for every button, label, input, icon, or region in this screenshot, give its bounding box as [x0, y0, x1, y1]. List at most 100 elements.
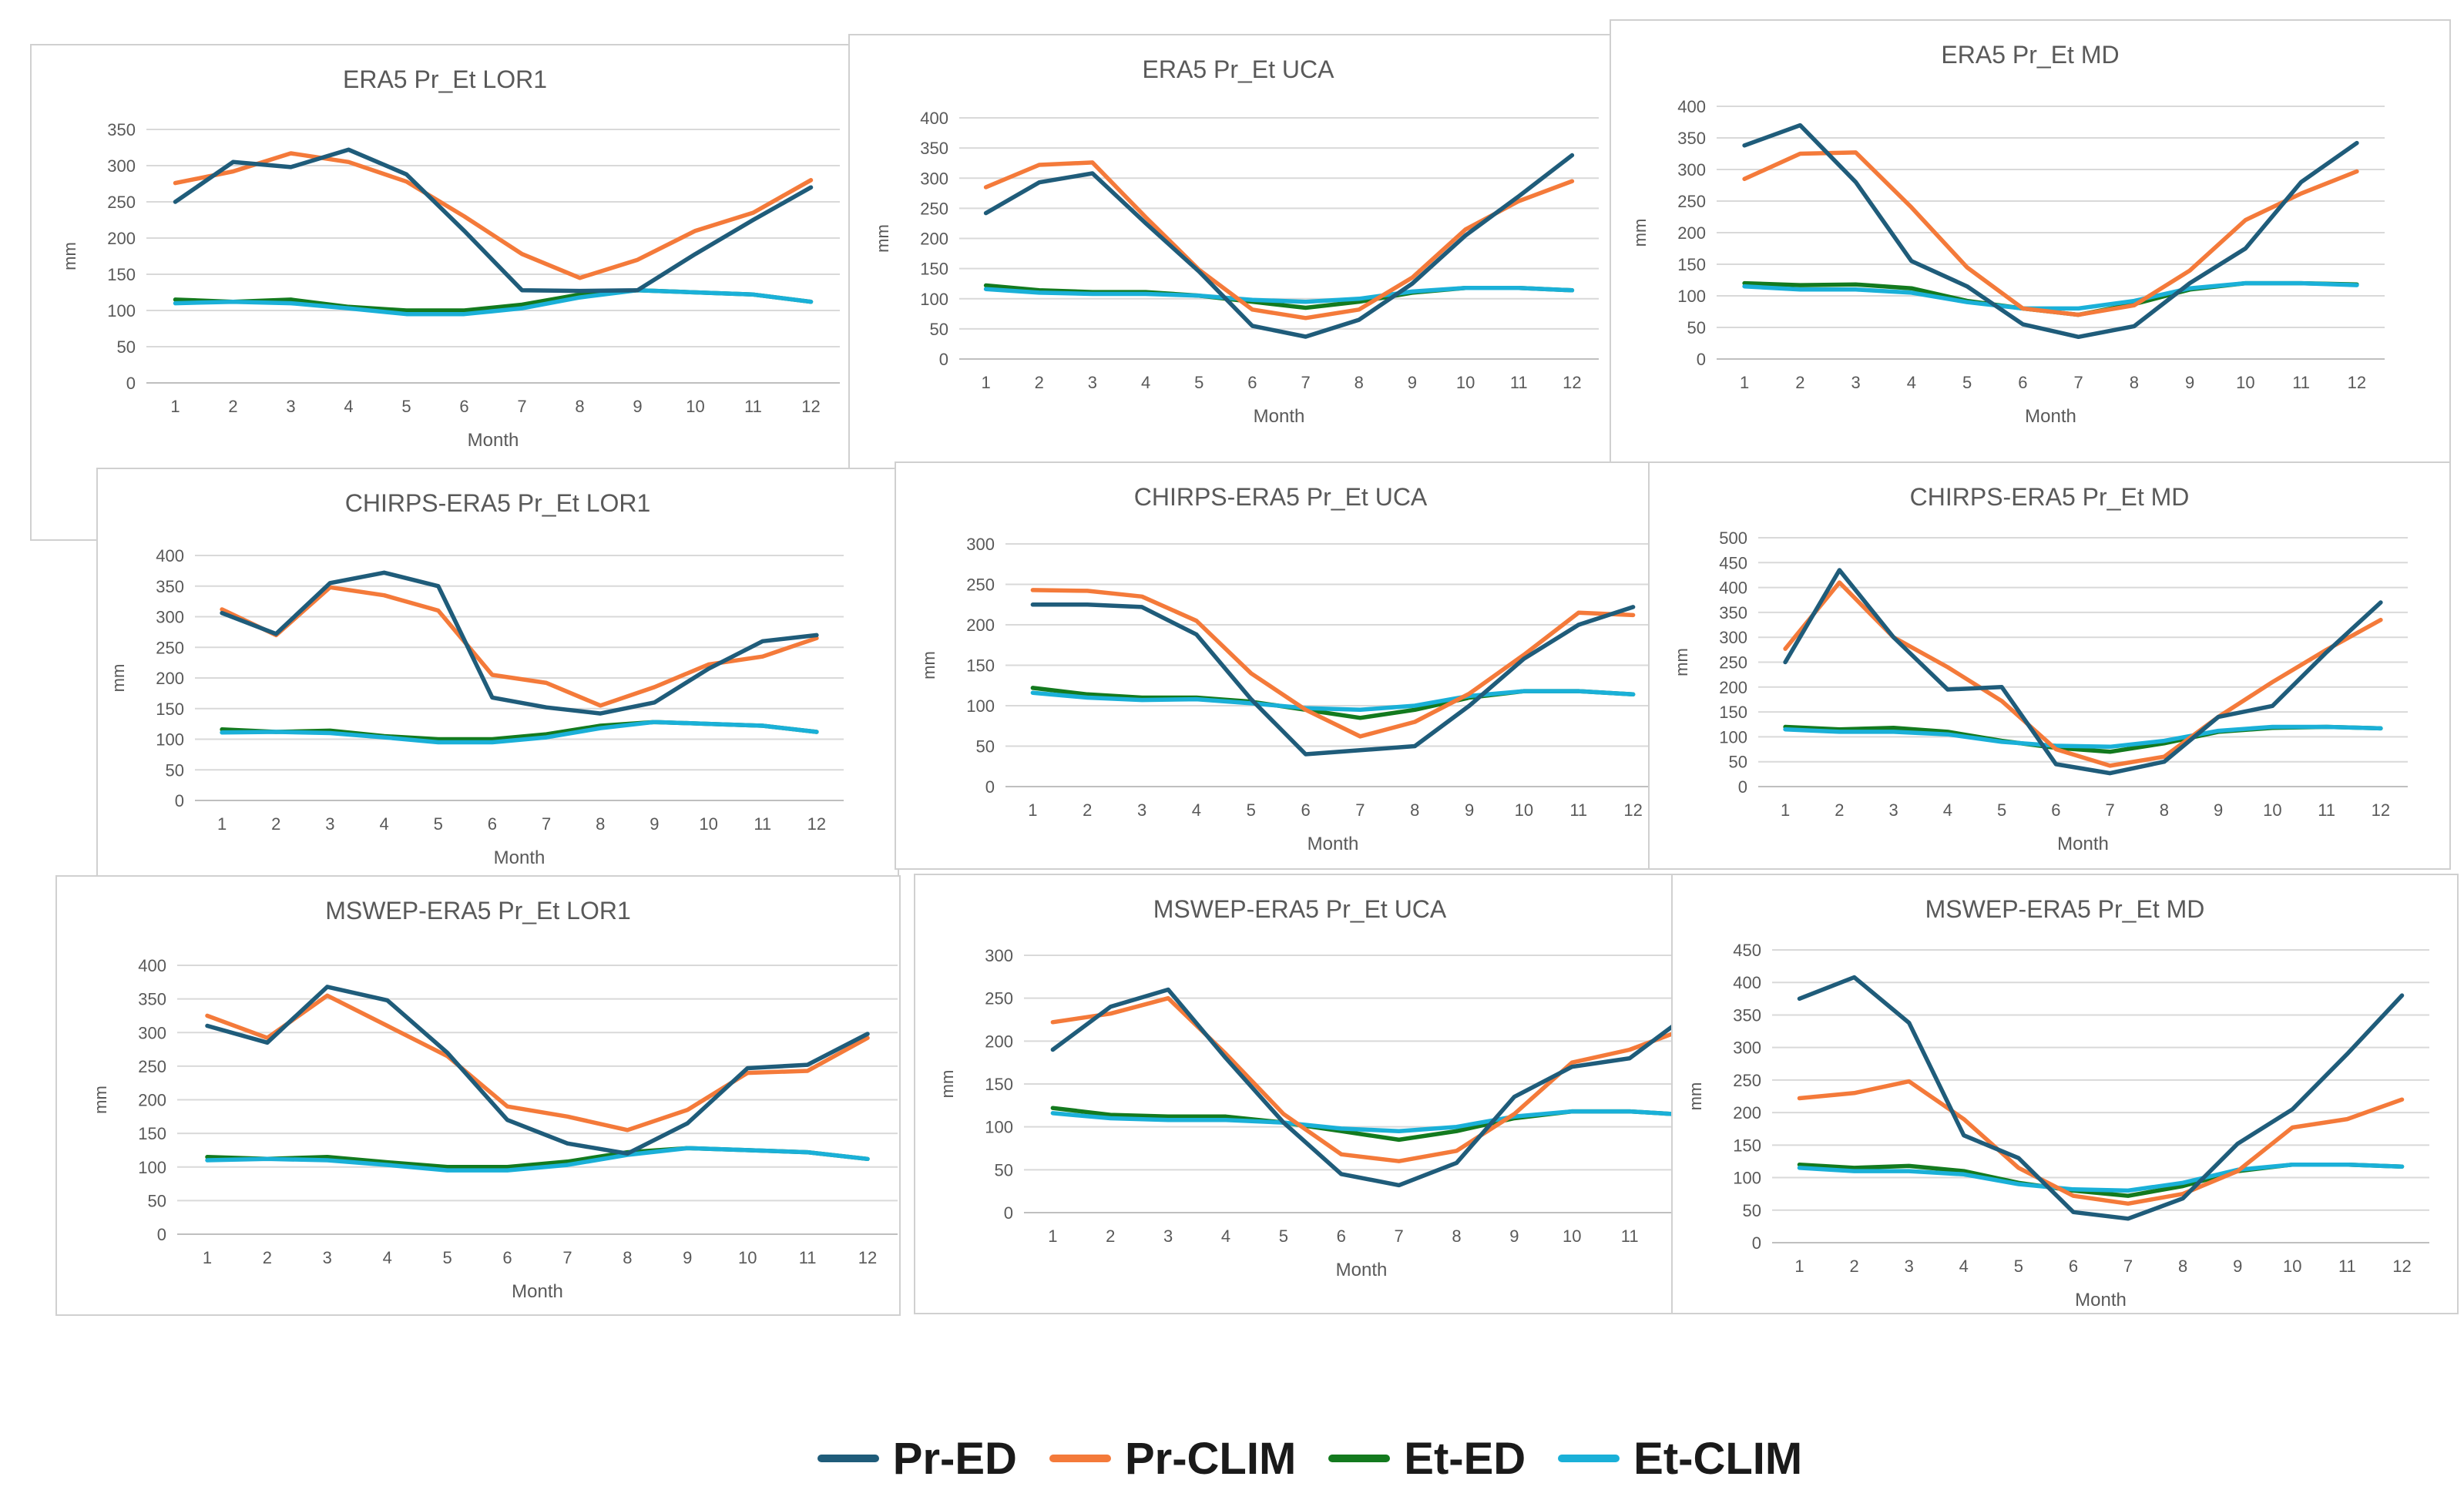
y-tick-label: 150: [985, 1075, 1013, 1094]
y-tick-label: 200: [107, 229, 136, 248]
chart-title: ERA5 Pr_Et LOR1: [343, 65, 547, 93]
series-line-pr-clim: [205, 993, 870, 1133]
y-tick-label: 100: [107, 301, 136, 320]
y-tick-label: 0: [1738, 777, 1747, 797]
x-tick-label: 4: [1141, 373, 1150, 392]
x-axis-title: Month: [2075, 1290, 2127, 1310]
series-line-pr-ed: [1742, 122, 2359, 340]
x-tick-label: 3: [286, 397, 295, 416]
x-axis-title: Month: [2025, 406, 2076, 427]
x-tick-label: 8: [596, 814, 605, 834]
x-tick-label: 9: [2233, 1257, 2242, 1276]
x-tick-label: 4: [379, 814, 388, 834]
y-tick-label: 400: [1677, 97, 1706, 116]
y-tick-label: 400: [138, 956, 166, 975]
x-tick-label: 8: [623, 1248, 632, 1267]
y-tick-label: 300: [1677, 160, 1706, 180]
y-tick-label: 350: [1677, 129, 1706, 148]
y-tick-label: 200: [1719, 678, 1747, 697]
series-line-pr-ed: [205, 985, 870, 1156]
x-tick-label: 6: [2069, 1257, 2078, 1276]
x-tick-label: 3: [1088, 373, 1097, 392]
x-tick-label: 3: [325, 814, 334, 834]
legend-label-et-clim: Et-CLIM: [1633, 1433, 1803, 1484]
x-tick-label: 12: [858, 1248, 877, 1267]
x-tick-label: 7: [2123, 1257, 2133, 1276]
x-tick-label: 12: [807, 814, 826, 834]
y-tick-label: 100: [138, 1158, 166, 1177]
y-tick-label: 150: [920, 260, 948, 279]
series-line-pr-ed: [220, 570, 819, 716]
x-tick-label: 10: [738, 1248, 757, 1267]
y-tick-label: 200: [966, 616, 995, 635]
x-tick-label: 5: [1279, 1227, 1288, 1246]
x-tick-label: 8: [575, 397, 584, 416]
series-line-pr-clim: [1742, 150, 2359, 317]
x-tick-label: 5: [443, 1248, 452, 1267]
y-tick-label: 150: [1719, 703, 1747, 722]
x-tick-label: 1: [1048, 1227, 1057, 1246]
y-tick-label: 200: [985, 1032, 1013, 1051]
y-tick-label: 100: [985, 1118, 1013, 1137]
x-tick-label: 7: [517, 397, 526, 416]
y-tick-label: 350: [1719, 603, 1747, 622]
x-tick-label: 1: [1781, 800, 1790, 820]
x-tick-label: 11: [2292, 373, 2310, 392]
series-line-pr-ed: [983, 153, 1575, 339]
y-axis-title: mm: [109, 664, 128, 693]
y-tick-label: 250: [966, 576, 995, 595]
x-tick-label: 10: [1515, 800, 1533, 820]
series-line-et-clim: [983, 285, 1575, 304]
x-tick-label: 2: [1835, 800, 1844, 820]
y-tick-label: 200: [920, 230, 948, 249]
y-axis-title: mm: [60, 242, 79, 270]
series-line-pr-ed: [1030, 602, 1636, 757]
y-tick-label: 250: [156, 638, 184, 657]
x-tick-label: 12: [2392, 1257, 2411, 1276]
y-tick-label: 200: [138, 1091, 166, 1110]
y-tick-label: 200: [1733, 1103, 1761, 1122]
x-tick-label: 5: [2014, 1257, 2023, 1276]
y-tick-label: 350: [920, 139, 948, 158]
x-tick-label: 6: [1301, 800, 1310, 820]
series-line-pr-ed: [173, 147, 814, 294]
chart-title: CHIRPS-ERA5 Pr_Et UCA: [1134, 483, 1428, 511]
chart-panel-chirps-md: CHIRPS-ERA5 Pr_Et MD05010015020025030035…: [1648, 461, 2451, 870]
y-tick-label: 150: [1733, 1136, 1761, 1155]
chart-title: MSWEP-ERA5 Pr_Et UCA: [1153, 895, 1447, 923]
y-tick-label: 50: [148, 1191, 166, 1210]
x-tick-label: 11: [1510, 373, 1528, 392]
chart-frame: [1610, 19, 2451, 478]
x-tick-label: 6: [2051, 800, 2060, 820]
legend-item-pr-ed: Pr-ED: [817, 1433, 1017, 1485]
y-tick-label: 50: [166, 760, 184, 780]
legend-label-pr-clim: Pr-CLIM: [1124, 1433, 1297, 1484]
y-tick-label: 300: [156, 608, 184, 627]
y-tick-label: 0: [175, 791, 184, 810]
y-tick-label: 300: [985, 946, 1013, 965]
y-tick-label: 150: [107, 265, 136, 284]
series-line-et-clim: [1050, 1109, 1690, 1133]
series-line-pr-ed: [1783, 568, 2383, 776]
x-tick-label: 8: [2178, 1257, 2187, 1276]
x-tick-label: 11: [2318, 800, 2335, 820]
y-tick-label: 300: [138, 1023, 166, 1042]
x-tick-label: 3: [1137, 800, 1146, 820]
x-tick-label: 9: [633, 397, 642, 416]
x-tick-label: 3: [1851, 373, 1861, 392]
series-line-pr-clim: [1030, 588, 1636, 739]
legend-swatch-pr-ed: [817, 1455, 879, 1462]
x-tick-label: 3: [1889, 800, 1898, 820]
y-tick-label: 250: [138, 1057, 166, 1076]
legend-label-et-ed: Et-ED: [1404, 1433, 1526, 1484]
x-tick-label: 6: [2018, 373, 2027, 392]
x-tick-label: 6: [1247, 373, 1257, 392]
series-line-et-clim: [1742, 280, 2359, 311]
x-tick-label: 4: [1221, 1227, 1230, 1246]
y-tick-label: 150: [1677, 255, 1706, 274]
legend-item-pr-clim: Pr-CLIM: [1049, 1433, 1296, 1485]
y-tick-label: 300: [107, 156, 136, 176]
y-tick-label: 100: [156, 730, 184, 750]
x-tick-label: 1: [1028, 800, 1037, 820]
